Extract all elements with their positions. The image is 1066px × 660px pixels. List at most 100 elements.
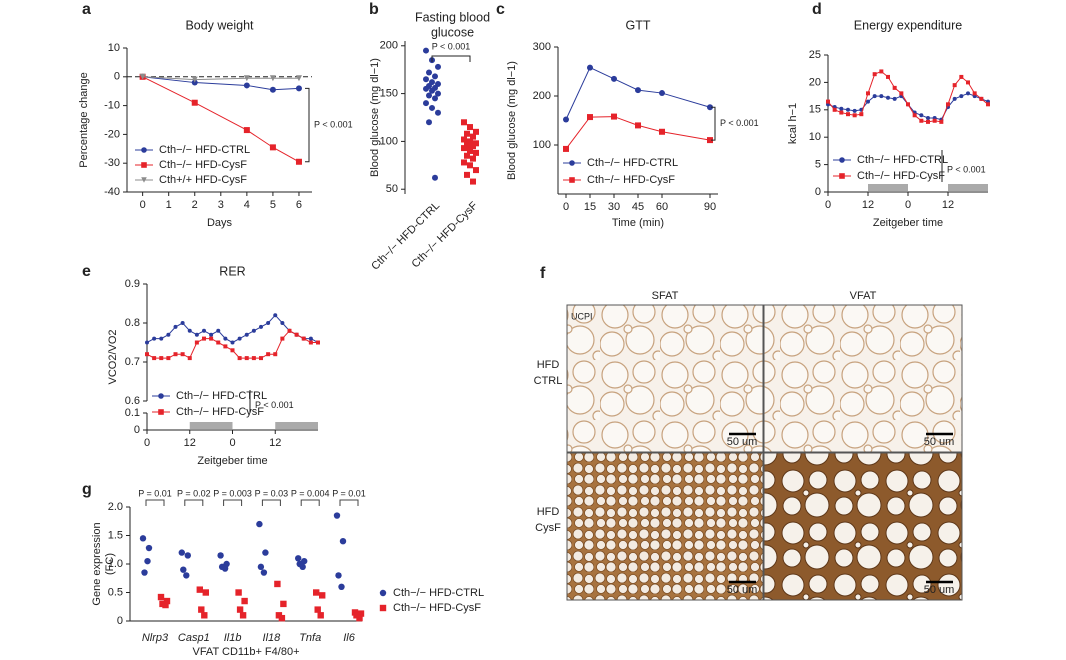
y-axis-label: kcal h−1 <box>787 103 799 144</box>
micrograph-image <box>763 452 963 601</box>
data-point <box>832 107 837 112</box>
legend-marker <box>141 162 147 168</box>
data-point <box>912 113 917 118</box>
data-point <box>435 90 441 97</box>
data-point <box>892 85 897 90</box>
data-point <box>979 96 984 101</box>
data-point <box>313 589 320 596</box>
data-point <box>145 352 149 357</box>
significance-label: P < 0.001 <box>432 41 471 51</box>
x-tick-label: 0 <box>825 199 831 211</box>
y-tick-label: 150 <box>380 88 398 100</box>
data-point <box>966 80 970 85</box>
chart-title: Body weight <box>185 18 254 32</box>
data-point <box>839 110 844 115</box>
panel-label: c <box>496 1 505 18</box>
data-point <box>314 606 321 613</box>
data-point <box>180 321 185 325</box>
y-tick-label: 0.8 <box>125 317 140 329</box>
data-point <box>959 94 964 99</box>
y-axis-label: Blood glucose (mg dl−1) <box>369 58 381 177</box>
y-axis-label: VCO2/VO2 <box>107 329 119 384</box>
data-point <box>467 138 473 145</box>
data-point <box>251 356 256 361</box>
scale-bar-label: 50 um <box>924 436 955 448</box>
dark-period <box>189 422 233 429</box>
data-point <box>273 352 278 357</box>
data-point <box>611 75 617 82</box>
x-tick-label: 3 <box>218 199 224 211</box>
significance-label: P < 0.001 <box>255 400 294 410</box>
x-tick-label: 0 <box>229 437 235 449</box>
significance-bracket <box>223 499 243 506</box>
data-point <box>243 82 250 89</box>
data-point <box>972 91 977 96</box>
dark-period <box>868 184 908 191</box>
data-point <box>287 328 292 333</box>
data-point <box>866 91 870 96</box>
row-label: CTRL <box>534 375 563 387</box>
significance-bracket <box>261 499 281 506</box>
data-point <box>473 167 479 174</box>
data-point <box>432 95 438 102</box>
data-point <box>879 69 884 74</box>
data-point <box>239 612 247 619</box>
data-point <box>221 565 229 572</box>
data-point <box>280 600 287 608</box>
data-point <box>587 114 593 121</box>
data-point <box>423 76 429 83</box>
dark-period <box>275 422 318 429</box>
data-point <box>952 96 957 101</box>
significance-bracket <box>145 499 165 506</box>
data-point <box>461 145 467 152</box>
legend-label: Cth−/− HFD-CysF <box>159 159 247 171</box>
data-point <box>241 597 248 605</box>
significance-label: P = 0.01 <box>332 488 366 498</box>
significance-bracket <box>339 499 359 506</box>
data-point <box>278 614 286 622</box>
x-axis-label: Zeitgeber time <box>873 217 943 229</box>
legend-label: Cth+/+ HFD-CysF <box>159 174 247 186</box>
data-point <box>464 152 470 159</box>
scale-bar-label: 50 um <box>727 436 758 448</box>
panel-label: f <box>540 265 546 282</box>
data-point <box>157 593 165 601</box>
data-point <box>230 348 235 353</box>
x-tick-label: Casp1 <box>178 632 210 644</box>
data-point <box>906 102 910 107</box>
y-tick-label: 0.5 <box>108 586 123 598</box>
data-point <box>587 64 593 71</box>
x-tick-label: 15 <box>584 201 596 213</box>
data-point <box>274 580 281 588</box>
data-point <box>187 356 192 361</box>
legend-label: Cth−/− HFD-CTRL <box>857 154 948 166</box>
data-point <box>166 332 171 337</box>
dark-period <box>948 184 988 191</box>
data-point <box>196 586 203 593</box>
legend-label: Cth−/− HFD-CysF <box>857 170 945 182</box>
y-tick-label: -40 <box>104 186 120 198</box>
data-point <box>859 112 864 117</box>
data-point <box>464 130 470 137</box>
significance-label: P = 0.03 <box>255 488 289 498</box>
data-point <box>426 69 432 76</box>
data-point <box>919 113 924 118</box>
data-point <box>295 555 302 562</box>
x-tick-label: 5 <box>270 199 276 211</box>
x-tick-label: 12 <box>942 199 954 211</box>
legend-marker <box>839 173 845 179</box>
data-point <box>946 102 950 107</box>
x-tick-label: Il18 <box>263 632 282 644</box>
x-tick-label: 90 <box>704 201 716 213</box>
legend-marker <box>141 147 147 153</box>
data-point <box>338 583 345 590</box>
data-point <box>301 336 306 341</box>
data-point <box>266 352 271 357</box>
stain-label: UCPI <box>571 311 593 321</box>
x-tick-label: 45 <box>632 201 644 213</box>
data-point <box>145 340 149 345</box>
data-point <box>191 76 198 83</box>
significance-label: P < 0.001 <box>947 164 986 174</box>
x-axis-label: Time (min) <box>612 217 664 229</box>
data-point <box>473 149 479 156</box>
